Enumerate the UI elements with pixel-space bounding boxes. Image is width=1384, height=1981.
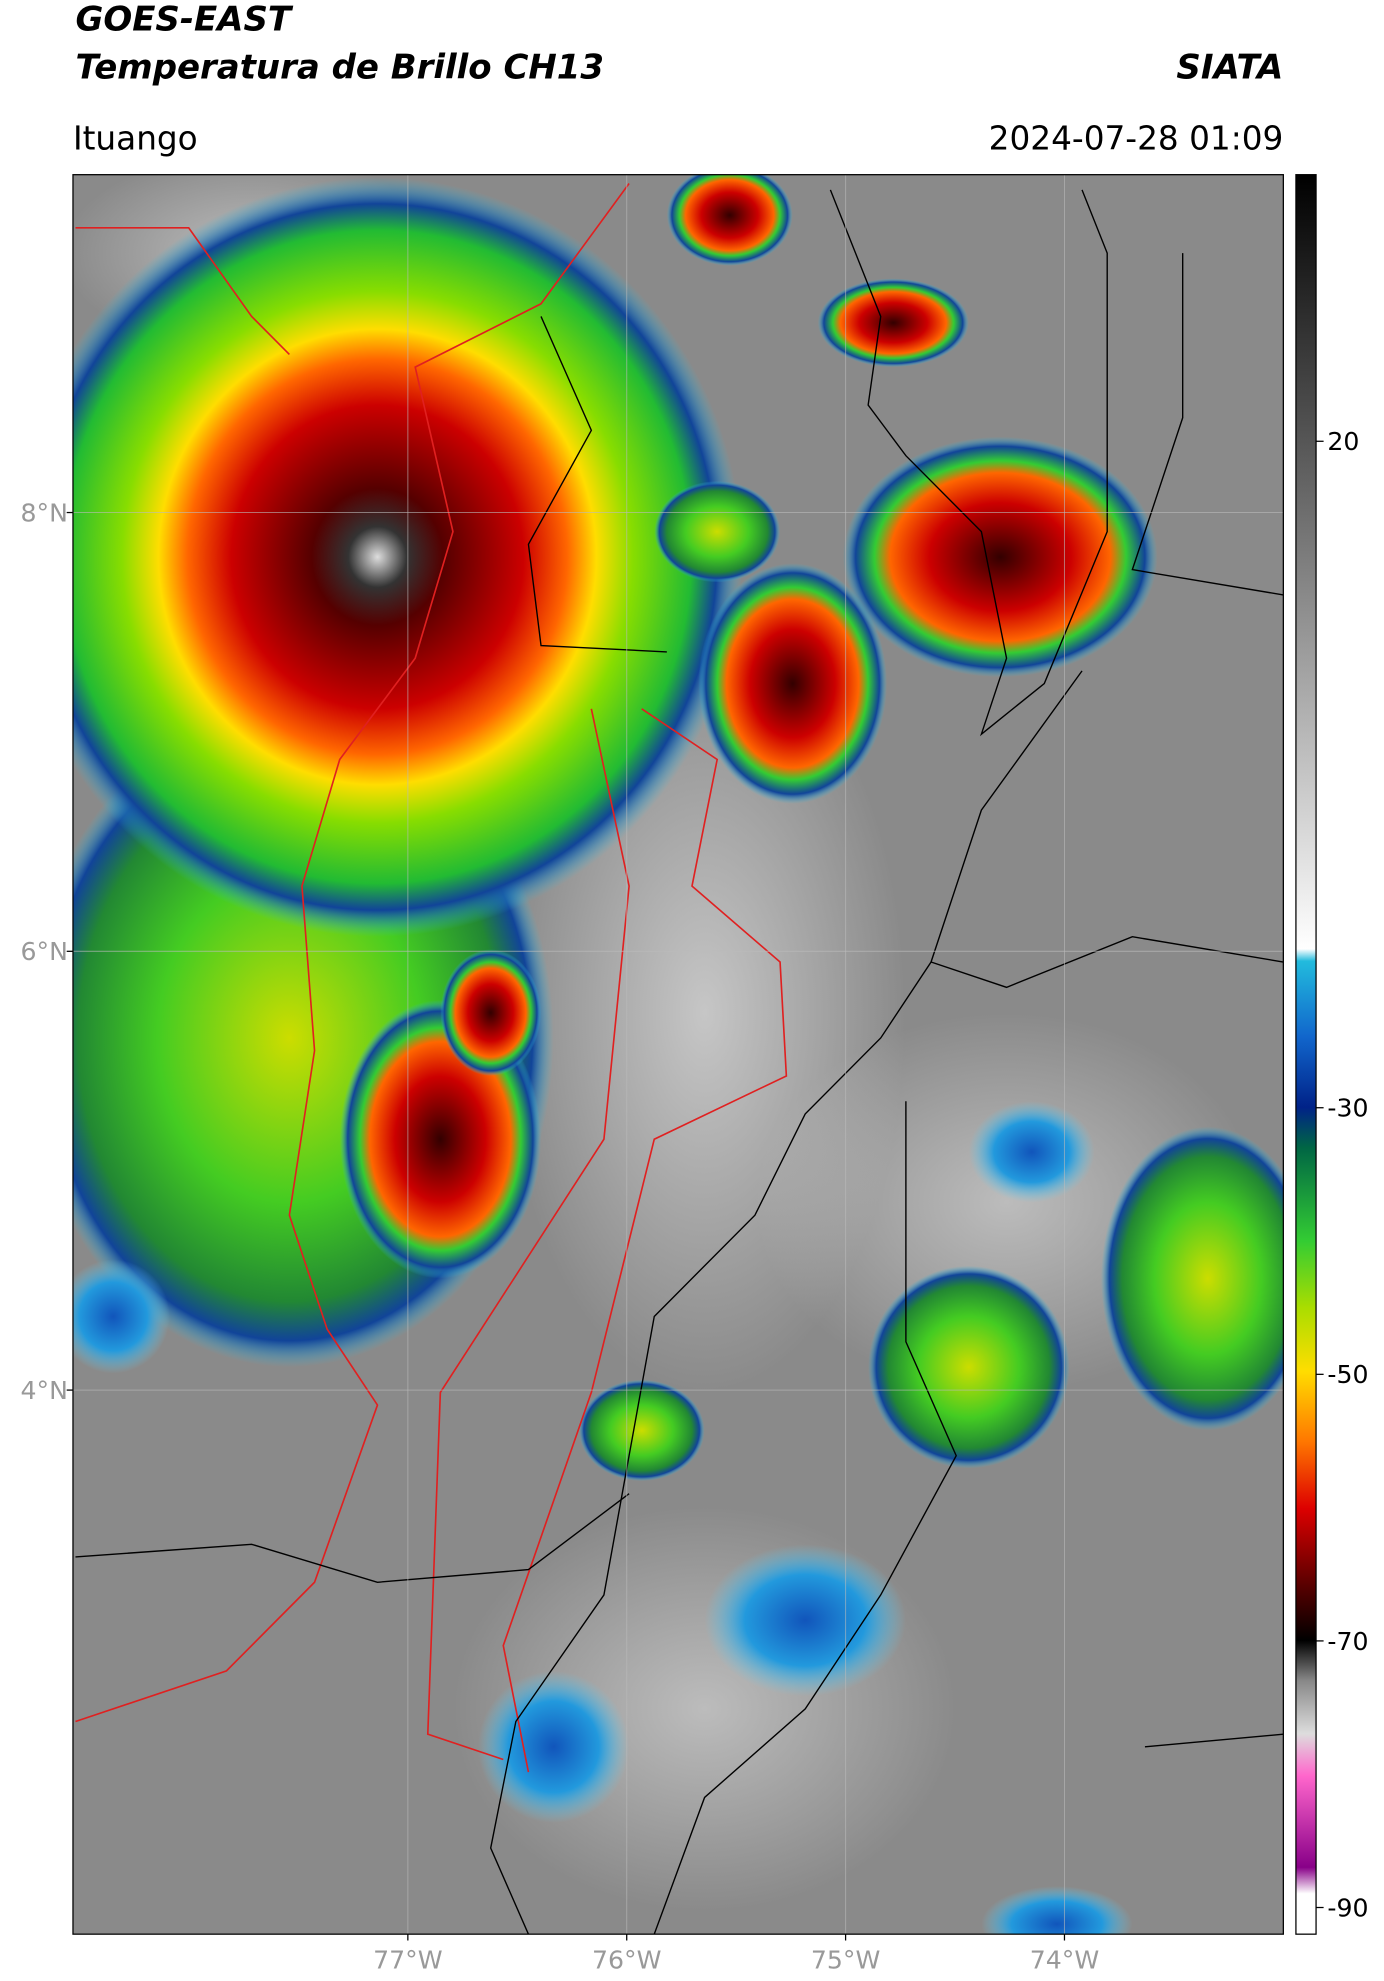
border bbox=[930, 935, 1284, 989]
map-frame bbox=[72, 174, 1284, 1935]
border bbox=[829, 189, 1108, 737]
timestamp: 2024-07-28 01:09 bbox=[989, 119, 1284, 157]
border bbox=[1144, 1733, 1284, 1748]
border bbox=[75, 1493, 630, 1583]
axis-labels: 77°W 76°W 75°W 74°W 8°N 6°N 4°N 20 -30 -50 -70 -90 bbox=[21, 427, 1369, 1974]
colorbar bbox=[1295, 174, 1317, 1935]
x-tick-label: 75°W bbox=[811, 1945, 881, 1974]
storm bbox=[666, 174, 793, 266]
x-tick-label: 76°W bbox=[592, 1945, 662, 1974]
location: Ituango bbox=[73, 119, 198, 157]
storm bbox=[868, 1265, 1070, 1469]
colorbar-label: -90 bbox=[1327, 1893, 1368, 1922]
cloud bbox=[981, 1886, 1133, 1935]
storm bbox=[440, 949, 542, 1076]
storm bbox=[698, 563, 888, 804]
cloud bbox=[704, 1544, 906, 1697]
border bbox=[489, 670, 1083, 1935]
border bbox=[1131, 253, 1284, 596]
storm bbox=[842, 436, 1158, 678]
map-image bbox=[72, 174, 1284, 1935]
colorbar-label: 20 bbox=[1327, 427, 1359, 456]
cloud bbox=[968, 1101, 1095, 1203]
cloud bbox=[72, 1259, 170, 1374]
border bbox=[502, 708, 788, 1773]
y-tick-label: 6°N bbox=[21, 937, 68, 966]
title: Temperatura de Brillo CH13 bbox=[75, 47, 604, 87]
border bbox=[527, 316, 667, 653]
border bbox=[75, 227, 290, 356]
colorbar-label: -50 bbox=[1327, 1360, 1368, 1389]
colorbar-label: -70 bbox=[1327, 1627, 1368, 1656]
x-tick-label: 74°W bbox=[1030, 1945, 1100, 1974]
storm bbox=[578, 1379, 705, 1482]
border bbox=[653, 1101, 957, 1935]
storm bbox=[654, 481, 781, 583]
title: GOES-EAST bbox=[75, 0, 293, 39]
border bbox=[75, 183, 630, 1723]
y-tick-label: 4°N bbox=[21, 1376, 68, 1405]
x-tick-label: 77°W bbox=[373, 1945, 443, 1974]
storm bbox=[1100, 1126, 1284, 1431]
border bbox=[426, 708, 630, 1761]
y-tick-label: 8°N bbox=[21, 498, 68, 527]
source: SIATA bbox=[1176, 47, 1283, 87]
storm bbox=[817, 278, 969, 368]
storm bbox=[72, 177, 743, 937]
grid bbox=[72, 174, 1284, 1935]
colorbar-label: -30 bbox=[1327, 1094, 1368, 1123]
